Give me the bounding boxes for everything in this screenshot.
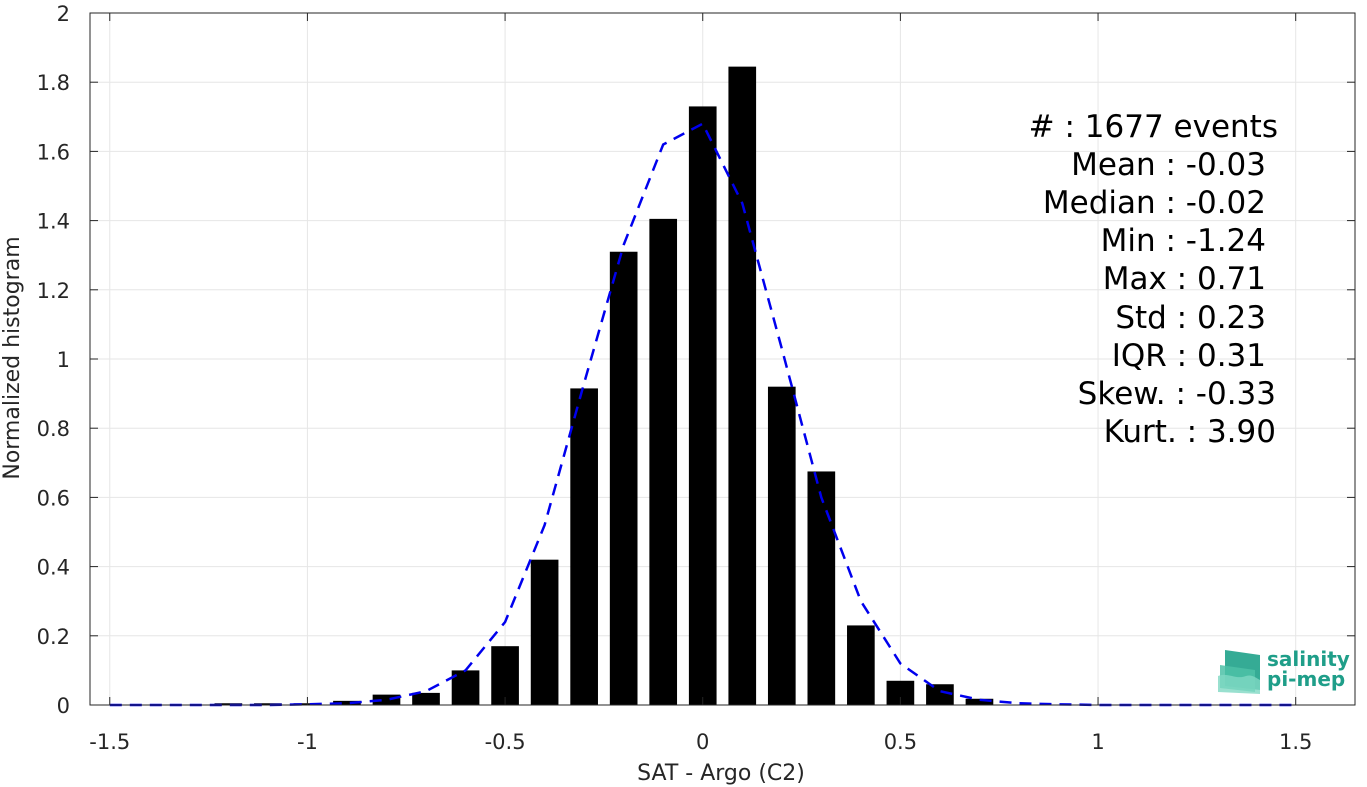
- stats-box: # : 1677 events Mean : -0.03 Median : -0…: [1029, 109, 1278, 450]
- x-tick-label: -1: [297, 730, 318, 754]
- stat-iqr: IQR : 0.31: [1112, 338, 1266, 374]
- histogram-bar: [728, 66, 757, 705]
- bars-group: [214, 66, 994, 706]
- histogram-bar: [214, 703, 243, 705]
- y-tick-label: 0.8: [37, 417, 70, 441]
- y-tick-label: 1.2: [37, 279, 70, 303]
- x-tick-label: -1.5: [89, 730, 130, 754]
- stat-std: Std : 0.23: [1115, 300, 1266, 336]
- histogram-bar: [807, 471, 836, 705]
- histogram-bar: [412, 692, 440, 705]
- histogram-bar: [254, 703, 282, 705]
- histogram-bar: [333, 700, 361, 705]
- y-tick-label: 0.6: [37, 486, 70, 510]
- x-tick-label: -0.5: [485, 730, 526, 754]
- y-tick-label: 2: [57, 2, 70, 26]
- histogram-bar: [649, 218, 678, 705]
- histogram-bar: [965, 698, 994, 705]
- logo-line2: pi-mep: [1267, 667, 1345, 691]
- histogram-bar: [372, 694, 401, 705]
- stat-skew: Skew. : -0.33: [1078, 376, 1276, 412]
- y-tick-label: 1.4: [37, 210, 70, 234]
- stat-mean: Mean : -0.03: [1071, 147, 1266, 183]
- ticks-group: -1.5 -1 -0.5 0 0.5 1 1.5 0 0.2 0.4 0.6 0.8 1 1.2 1.4 1.…: [37, 2, 1355, 754]
- stat-min: Min : -1.24: [1101, 223, 1266, 259]
- histogram-bar: [530, 559, 559, 705]
- stat-max: Max : 0.71: [1103, 261, 1266, 297]
- y-tick-label: 0: [57, 694, 70, 718]
- x-tick-label: 1.5: [1279, 730, 1312, 754]
- logo-line1: salinity: [1267, 647, 1350, 671]
- histogram-bar: [570, 388, 598, 705]
- wave-logo-icon: [1218, 650, 1260, 694]
- x-tick-label: 0.5: [884, 730, 917, 754]
- histogram-bar: [767, 386, 796, 705]
- stat-median: Median : -0.02: [1043, 185, 1266, 221]
- x-tick-label: 1: [1091, 730, 1104, 754]
- stat-count: # : 1677 events: [1029, 109, 1278, 145]
- y-tick-label: 0.4: [37, 556, 70, 580]
- x-tick-label: 0: [696, 730, 709, 754]
- y-tick-label: 1.8: [37, 71, 70, 95]
- salinity-pimep-logo: salinity pi-mep: [1218, 647, 1350, 694]
- histogram-bar: [609, 251, 638, 706]
- histogram-bar: [688, 106, 717, 706]
- histogram-bar: [926, 684, 954, 705]
- y-tick-label: 0.2: [37, 625, 70, 649]
- y-tick-label: 1: [57, 348, 70, 372]
- stat-kurt: Kurt. : 3.90: [1104, 414, 1276, 450]
- x-axis-label: SAT - Argo (C2): [637, 761, 805, 786]
- histogram-bar: [491, 646, 519, 705]
- y-axis-label: Normalized histogram: [0, 236, 25, 479]
- y-tick-label: 1.6: [37, 140, 70, 164]
- histogram-bar: [847, 625, 875, 705]
